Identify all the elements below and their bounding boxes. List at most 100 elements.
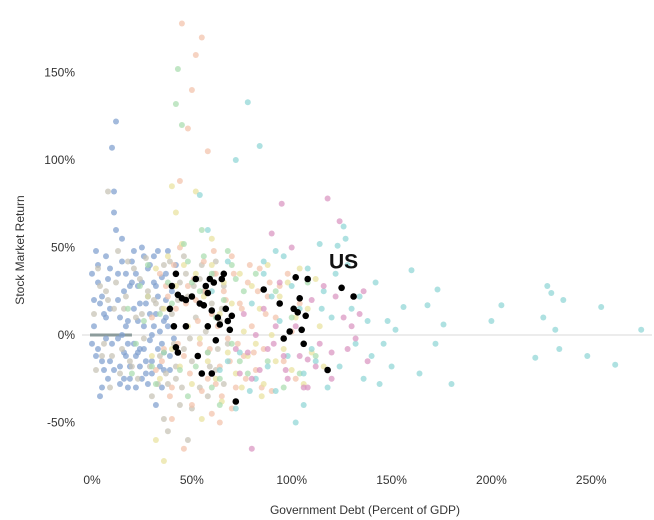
data-point <box>284 375 291 382</box>
data-point <box>336 218 343 225</box>
data-point <box>220 288 227 295</box>
data-point <box>280 346 287 352</box>
data-point <box>176 402 183 408</box>
data-point <box>282 367 289 373</box>
data-point <box>89 340 95 347</box>
us-data-point <box>304 275 312 283</box>
data-point <box>168 384 175 391</box>
data-point <box>119 235 125 242</box>
data-point <box>158 340 165 347</box>
data-point <box>300 402 307 408</box>
data-point <box>376 381 383 387</box>
data-point <box>308 297 315 303</box>
data-point <box>180 346 187 352</box>
data-point <box>244 370 251 377</box>
us-data-point <box>202 282 210 290</box>
data-point <box>152 265 159 272</box>
data-point <box>172 305 179 312</box>
data-point <box>224 358 231 365</box>
data-point <box>324 195 331 202</box>
data-point <box>122 270 129 277</box>
data-point <box>260 305 267 312</box>
data-point <box>166 353 173 359</box>
annotation-layer: US <box>329 251 358 274</box>
data-point <box>488 318 495 324</box>
data-point <box>248 375 255 382</box>
data-point <box>210 248 217 254</box>
data-point <box>170 262 177 268</box>
data-point <box>296 353 303 359</box>
data-point <box>188 402 195 408</box>
data-point <box>172 375 179 382</box>
data-point <box>556 346 563 352</box>
data-point <box>144 288 151 295</box>
data-point <box>272 323 279 330</box>
y-tick-label: -50% <box>47 416 75 430</box>
data-point <box>300 384 307 391</box>
data-point <box>117 314 123 321</box>
data-point <box>196 288 203 295</box>
data-point <box>119 258 125 265</box>
data-point <box>109 353 115 359</box>
data-point <box>198 227 205 233</box>
data-point <box>300 370 307 377</box>
data-point <box>115 335 121 342</box>
us-data-point <box>208 370 216 377</box>
data-point <box>136 283 143 289</box>
data-point <box>152 402 159 408</box>
data-point <box>184 393 191 400</box>
data-point <box>174 66 181 72</box>
data-point <box>360 288 367 295</box>
data-point <box>152 283 159 289</box>
data-point <box>115 248 121 254</box>
data-point <box>256 367 263 373</box>
data-point <box>216 367 223 373</box>
data-point <box>196 335 203 342</box>
data-point <box>232 384 239 391</box>
data-point <box>113 118 119 125</box>
data-point <box>91 297 97 303</box>
data-point <box>242 375 249 382</box>
data-point <box>352 340 359 347</box>
data-point <box>176 367 183 373</box>
data-point <box>408 267 415 274</box>
data-point <box>238 305 245 312</box>
data-point <box>254 288 261 295</box>
data-point <box>160 262 167 268</box>
y-tick-label: 0% <box>58 328 76 342</box>
us-data-point <box>196 300 204 307</box>
us-data-point <box>260 286 268 293</box>
us-data-point <box>212 337 220 344</box>
data-point <box>184 258 191 265</box>
data-point <box>560 297 567 303</box>
data-point <box>292 419 299 426</box>
data-point <box>240 288 247 295</box>
y-axis-title: Stock Market Return <box>13 195 27 304</box>
data-point <box>119 332 125 338</box>
data-point <box>260 258 267 265</box>
data-point <box>117 370 123 377</box>
data-point <box>228 253 235 260</box>
data-point <box>236 370 243 377</box>
data-point <box>126 375 133 382</box>
data-point <box>214 346 221 352</box>
data-point <box>180 253 187 260</box>
data-point <box>148 393 155 400</box>
us-data-point <box>166 305 174 313</box>
data-point <box>164 381 171 387</box>
data-point <box>113 279 119 286</box>
us-data-point <box>294 309 302 316</box>
data-point <box>304 305 311 312</box>
data-point <box>244 99 251 106</box>
data-point <box>248 283 255 289</box>
data-point <box>232 276 239 282</box>
data-point <box>252 270 259 277</box>
data-point <box>232 405 239 412</box>
data-point <box>105 276 111 282</box>
data-point <box>268 230 275 237</box>
us-data-point <box>174 349 182 356</box>
data-point <box>136 363 143 370</box>
data-point <box>91 311 97 317</box>
data-point <box>124 258 131 265</box>
data-point <box>164 253 171 260</box>
